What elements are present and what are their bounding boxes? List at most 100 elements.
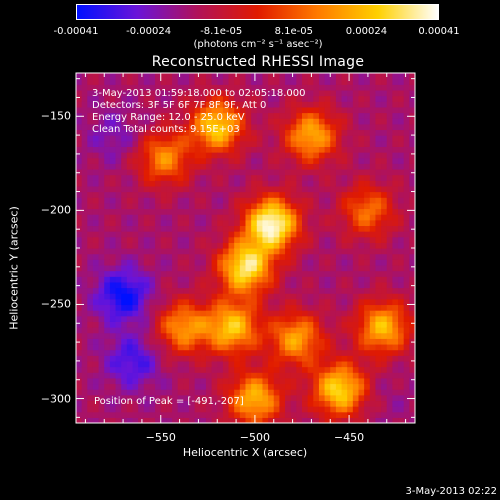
heatmap-cell [126,287,134,294]
heatmap-cell [177,168,184,176]
heatmap-cell [143,135,151,142]
heatmap-cell [138,343,145,351]
heatmap-cell [234,253,241,260]
heatmap-cell [234,73,241,80]
heatmap-cell [268,406,275,413]
heatmap-cell [217,276,224,283]
heatmap-cell [217,157,224,164]
heatmap-cell [279,95,286,102]
heatmap-cell [115,394,122,402]
heatmap-cell [403,366,410,373]
heatmap-cell [369,310,377,317]
heatmap-cell [166,106,173,114]
heatmap-cell [217,168,224,176]
heatmap-cell [398,157,405,164]
heatmap-cell [268,417,275,423]
heatmap-cell [358,298,365,306]
heatmap-cell [335,389,343,396]
heatmap-cell [104,214,111,221]
heatmap-cell [318,84,326,91]
heatmap-cell [155,338,162,345]
heatmap-cell [160,389,167,396]
heatmap-cell [81,298,88,306]
heatmap-cell [172,321,179,328]
heatmap-cell [307,417,314,423]
heatmap-cell [115,225,122,232]
heatmap-cell [268,78,275,85]
heatmap-cell [166,163,173,170]
heatmap-cell [392,219,399,227]
heatmap-cell [279,321,286,328]
heatmap-cell [121,253,128,260]
heatmap-cell [245,140,252,147]
heatmap-cell [290,129,297,136]
heatmap-cell [318,208,326,215]
heatmap-cell [318,253,326,260]
heatmap-cell [369,78,377,85]
heatmap-cell [234,332,241,339]
heatmap-cell [104,163,111,170]
heatmap-cell [273,163,280,170]
heatmap-cell [256,383,264,390]
heatmap-cell [341,152,348,159]
heatmap-cell [222,168,230,176]
heatmap-cell [375,135,382,142]
heatmap-cell [222,264,230,272]
heatmap-cell [307,327,314,334]
heatmap-cell [166,135,173,142]
heatmap-cell [302,106,309,114]
heatmap-cell [262,310,269,317]
heatmap-cell [217,406,224,413]
heatmap-cell [313,259,320,266]
heatmap-cell [392,95,399,102]
heatmap-cell [273,242,280,249]
heatmap-cell [268,140,275,147]
heatmap-cell [358,112,365,119]
heatmap-cell [155,123,162,131]
heatmap-cell [126,304,134,311]
heatmap-cell [324,417,331,423]
heatmap-cell [126,406,134,413]
heatmap-cell [285,89,292,97]
heatmap-cell [104,231,111,238]
heatmap-cell [138,157,145,164]
heatmap-cell [143,185,151,193]
heatmap-cell [335,202,343,210]
heatmap-cell [352,242,360,249]
heatmap-cell [318,270,326,277]
heatmap-cell [352,219,360,227]
heatmap-cell [87,242,94,249]
heatmap-cell [138,400,145,407]
heatmap-cell [318,310,326,317]
heatmap-cell [318,281,326,289]
heatmap-cell [211,95,218,102]
heatmap-cell [369,152,377,159]
heatmap-cell [268,95,275,102]
heatmap-cell [177,73,184,80]
heatmap-cell [347,298,354,306]
heatmap-cell [138,112,145,119]
heatmap-cell [268,219,275,227]
heatmap-cell [330,73,337,80]
heatmap-cell [268,236,275,243]
heatmap-cell [302,197,309,204]
heatmap-cell [358,208,365,215]
heatmap-cell [172,89,179,97]
heatmap-cell [330,242,337,249]
heatmap-cell [290,123,297,131]
heatmap-cell [386,95,393,102]
heatmap-cell [398,259,405,266]
heatmap-cell [149,304,156,311]
heatmap-cell [222,406,230,413]
heatmap-cell [369,389,377,396]
heatmap-cell [172,174,179,181]
heatmap-cell [268,383,275,390]
heatmap-cell [369,355,377,362]
heatmap-cell [234,214,241,221]
heatmap-cell [302,168,309,176]
heatmap-cell [76,185,83,193]
heatmap-cell [268,287,275,294]
heatmap-cell [330,146,337,153]
heatmap-cell [126,298,134,306]
heatmap-cell [138,123,145,131]
